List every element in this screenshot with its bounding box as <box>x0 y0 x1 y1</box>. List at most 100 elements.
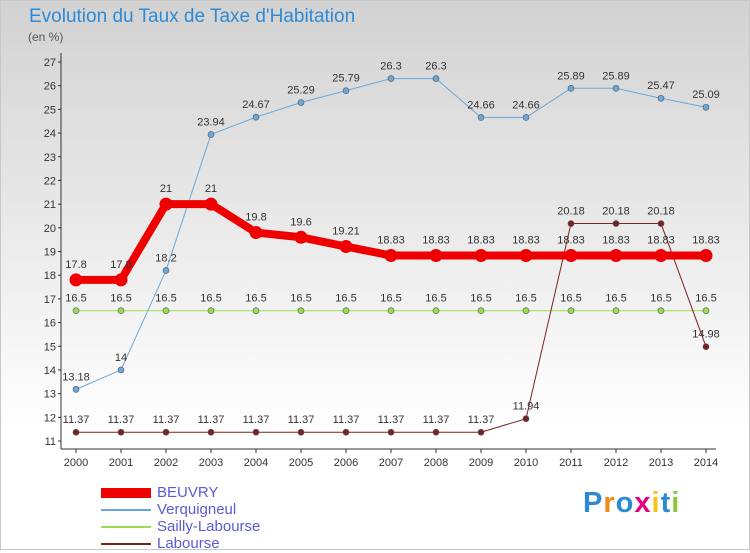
data-label-sailly-labourse: 16.5 <box>560 293 581 305</box>
legend-label-labourse: Labourse <box>157 535 220 552</box>
data-point-verquigneul <box>702 103 710 111</box>
chart-title: Evolution du Taux de Taxe d'Habitation <box>29 6 356 27</box>
data-label-beuvry: 18.83 <box>467 235 495 247</box>
data-label-beuvry: 21 <box>160 183 172 195</box>
logo-letter: t <box>660 487 672 519</box>
data-label-beuvry: 18.83 <box>422 235 450 247</box>
data-point-sailly-labourse <box>612 307 620 315</box>
data-point-verquigneul <box>117 366 125 374</box>
legend-swatch-verquigneul <box>101 509 151 511</box>
logo-letter: x <box>634 487 652 519</box>
y-tick-label: 19 <box>44 247 56 259</box>
logo-letter: r <box>603 487 616 519</box>
data-label-labourse: 11.37 <box>378 414 405 426</box>
data-label-beuvry: 19.21 <box>332 226 360 238</box>
data-label-verquigneul: 25.47 <box>647 80 675 92</box>
y-tick-label: 14 <box>44 365 56 377</box>
data-label-beuvry: 18.83 <box>647 235 675 247</box>
data-label-beuvry: 18.83 <box>377 235 405 247</box>
data-point-beuvry <box>69 273 83 287</box>
data-label-sailly-labourse: 16.5 <box>470 293 491 305</box>
data-point-beuvry <box>519 249 533 263</box>
data-label-sailly-labourse: 16.5 <box>650 293 671 305</box>
y-tick-label: 22 <box>44 175 56 187</box>
data-label-beuvry: 17.8 <box>65 259 86 271</box>
data-point-sailly-labourse <box>207 307 215 315</box>
y-tick-label: 13 <box>44 389 56 401</box>
data-point-beuvry <box>699 249 713 263</box>
data-label-sailly-labourse: 16.5 <box>605 293 626 305</box>
data-point-beuvry <box>429 249 443 263</box>
logo-letter: i <box>651 487 661 519</box>
data-label-sailly-labourse: 16.5 <box>65 293 86 305</box>
data-point-labourse <box>252 428 260 436</box>
data-point-labourse <box>657 220 665 227</box>
data-point-sailly-labourse <box>297 307 305 315</box>
x-tick-label: 2008 <box>424 457 448 469</box>
x-tick-label: 2011 <box>559 457 583 469</box>
x-tick-label: 2001 <box>109 457 133 469</box>
data-point-sailly-labourse <box>432 307 440 315</box>
y-tick-label: 18 <box>44 270 56 282</box>
data-label-sailly-labourse: 16.5 <box>245 293 266 305</box>
x-tick-label: 2014 <box>694 457 718 469</box>
data-point-verquigneul <box>342 87 350 94</box>
data-point-labourse <box>72 428 80 436</box>
data-point-labourse <box>612 220 620 227</box>
x-tick-label: 2012 <box>604 457 628 469</box>
data-point-beuvry <box>384 249 398 263</box>
data-point-beuvry <box>339 240 353 254</box>
x-tick-label: 2003 <box>199 457 223 469</box>
y-tick-label: 15 <box>44 341 56 353</box>
data-label-beuvry: 19.8 <box>245 212 266 224</box>
data-label-verquigneul: 26.3 <box>380 61 401 73</box>
x-tick-label: 2006 <box>334 457 358 469</box>
data-label-verquigneul: 24.66 <box>467 99 495 111</box>
data-label-beuvry: 18.83 <box>557 235 585 247</box>
data-label-beuvry: 18.83 <box>692 235 720 247</box>
x-tick-label: 2007 <box>379 457 403 469</box>
y-tick-label: 26 <box>44 81 56 93</box>
data-point-sailly-labourse <box>252 307 260 315</box>
legend-swatch-sailly-labourse <box>101 526 151 528</box>
data-label-verquigneul: 25.09 <box>692 89 720 101</box>
data-point-labourse <box>567 220 575 227</box>
data-label-verquigneul: 25.29 <box>287 85 315 97</box>
data-point-verquigneul <box>522 114 530 121</box>
data-label-labourse: 11.94 <box>513 401 540 413</box>
data-label-verquigneul: 24.67 <box>242 99 270 111</box>
proxiti-logo: Proxiti <box>583 487 680 520</box>
x-tick-label: 2009 <box>469 457 493 469</box>
legend-label-verquigneul: Verquigneul <box>157 501 237 518</box>
data-point-sailly-labourse <box>387 307 395 315</box>
data-label-sailly-labourse: 16.5 <box>425 293 446 305</box>
data-point-verquigneul <box>297 99 305 106</box>
data-point-labourse <box>162 428 170 436</box>
data-label-sailly-labourse: 16.5 <box>290 293 311 305</box>
data-point-beuvry <box>114 273 128 287</box>
data-label-verquigneul: 13.18 <box>62 371 90 383</box>
x-tick-label: 2000 <box>64 457 88 469</box>
data-label-labourse: 11.37 <box>468 414 495 426</box>
data-label-labourse: 11.37 <box>153 414 180 426</box>
data-point-labourse <box>522 415 530 423</box>
data-point-beuvry <box>474 249 488 263</box>
data-label-beuvry: 18.83 <box>602 235 630 247</box>
data-label-sailly-labourse: 16.5 <box>155 293 176 305</box>
data-point-beuvry <box>294 230 308 244</box>
y-tick-label: 23 <box>44 152 56 164</box>
y-tick-label: 16 <box>44 318 56 330</box>
x-tick-label: 2005 <box>289 457 313 469</box>
data-point-verquigneul <box>162 267 170 274</box>
data-label-labourse: 11.37 <box>423 414 450 426</box>
y-tick-label: 12 <box>44 412 56 424</box>
data-label-sailly-labourse: 16.5 <box>335 293 356 305</box>
data-label-sailly-labourse: 16.5 <box>200 293 221 305</box>
data-point-sailly-labourse <box>567 307 575 315</box>
data-point-labourse <box>702 343 710 351</box>
data-point-labourse <box>342 428 350 436</box>
data-label-labourse: 11.37 <box>333 414 360 426</box>
data-point-sailly-labourse <box>117 307 125 315</box>
y-tick-label: 21 <box>44 199 56 211</box>
data-point-beuvry <box>564 249 578 263</box>
